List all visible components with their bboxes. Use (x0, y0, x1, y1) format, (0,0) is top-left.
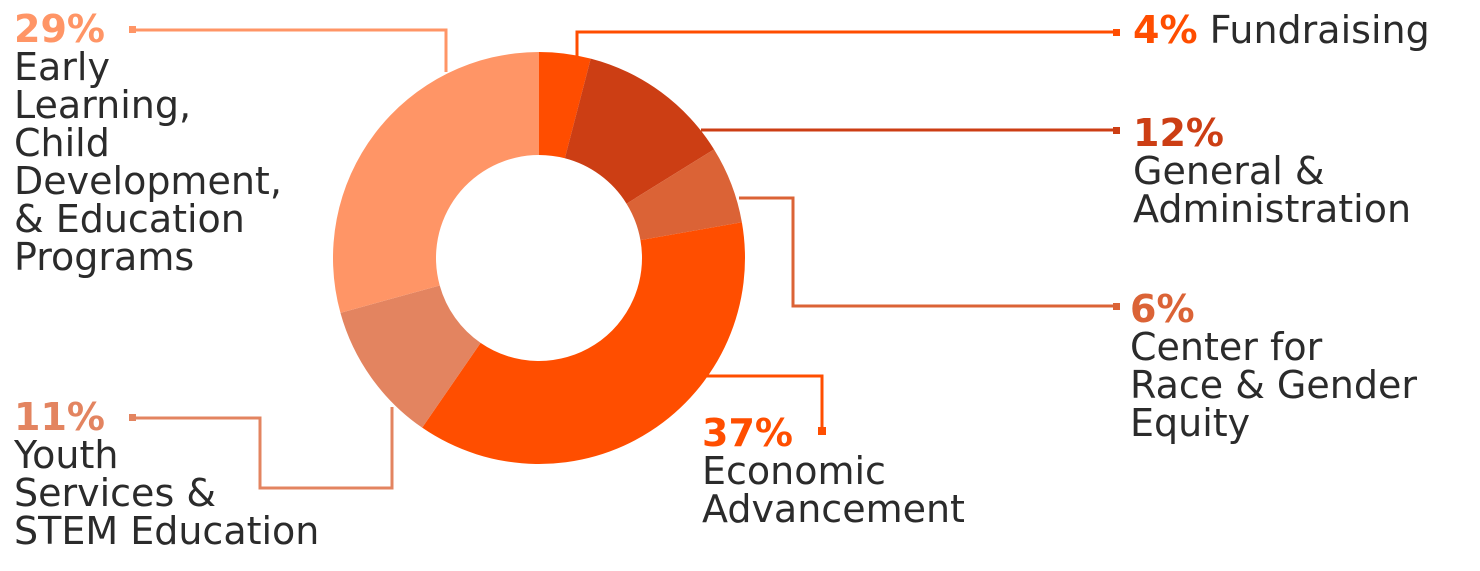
label-fundraising-name: Fundraising (1209, 8, 1430, 52)
leader-dot-early (129, 26, 136, 33)
label-early-name: Early Learning, Child Development, & Edu… (14, 45, 282, 279)
label-youth-pct: 11% (14, 395, 105, 439)
label-center-name: Center for Race & Gender Equity (1130, 325, 1417, 445)
donut-slices (333, 52, 746, 465)
leader-dot-center (1113, 303, 1120, 310)
label-youth-name: Youth Services & STEM Education (14, 433, 320, 553)
leader-dot-youth (129, 414, 136, 421)
donut-slice-economic-advancement (422, 222, 746, 465)
label-economic: 37% Economic Advancement (702, 414, 965, 528)
donut-slice-early-learning-child-development-education-programs (333, 52, 539, 313)
label-general-name: General & Administration (1133, 149, 1412, 231)
leader-lines (129, 26, 1120, 490)
leader-line-fundraising (575, 30, 1116, 57)
leader-dot-fundraising (1113, 29, 1120, 36)
label-general-pct: 12% (1133, 111, 1224, 155)
donut-slice-center-for-race-gender-equity (626, 149, 742, 241)
leader-line-economic (704, 374, 824, 430)
label-economic-name: Economic Advancement (702, 449, 965, 531)
label-fundraising: 4% Fundraising (1133, 11, 1430, 49)
label-center-pct: 6% (1130, 287, 1195, 331)
leader-dot-general (1113, 127, 1120, 134)
label-fundraising-pct: 4% (1133, 8, 1198, 52)
donut-slice-general-administration (564, 58, 715, 204)
label-economic-pct: 37% (702, 411, 793, 455)
leader-dot-economic (818, 427, 826, 435)
donut-slice-youth-services-stem-education (340, 285, 481, 428)
label-early-pct: 29% (14, 7, 105, 51)
donut-slice-fundraising (539, 52, 591, 159)
leader-line-early (132, 28, 448, 72)
label-youth: 11% Youth Services & STEM Education (14, 398, 319, 550)
label-center: 6% Center for Race & Gender Equity (1130, 290, 1417, 442)
label-early: 29% Early Learning, Child Development, &… (14, 10, 282, 276)
leader-line-center (739, 196, 1116, 308)
leader-line-youth (132, 407, 394, 490)
label-general: 12% General & Administration (1133, 114, 1411, 228)
